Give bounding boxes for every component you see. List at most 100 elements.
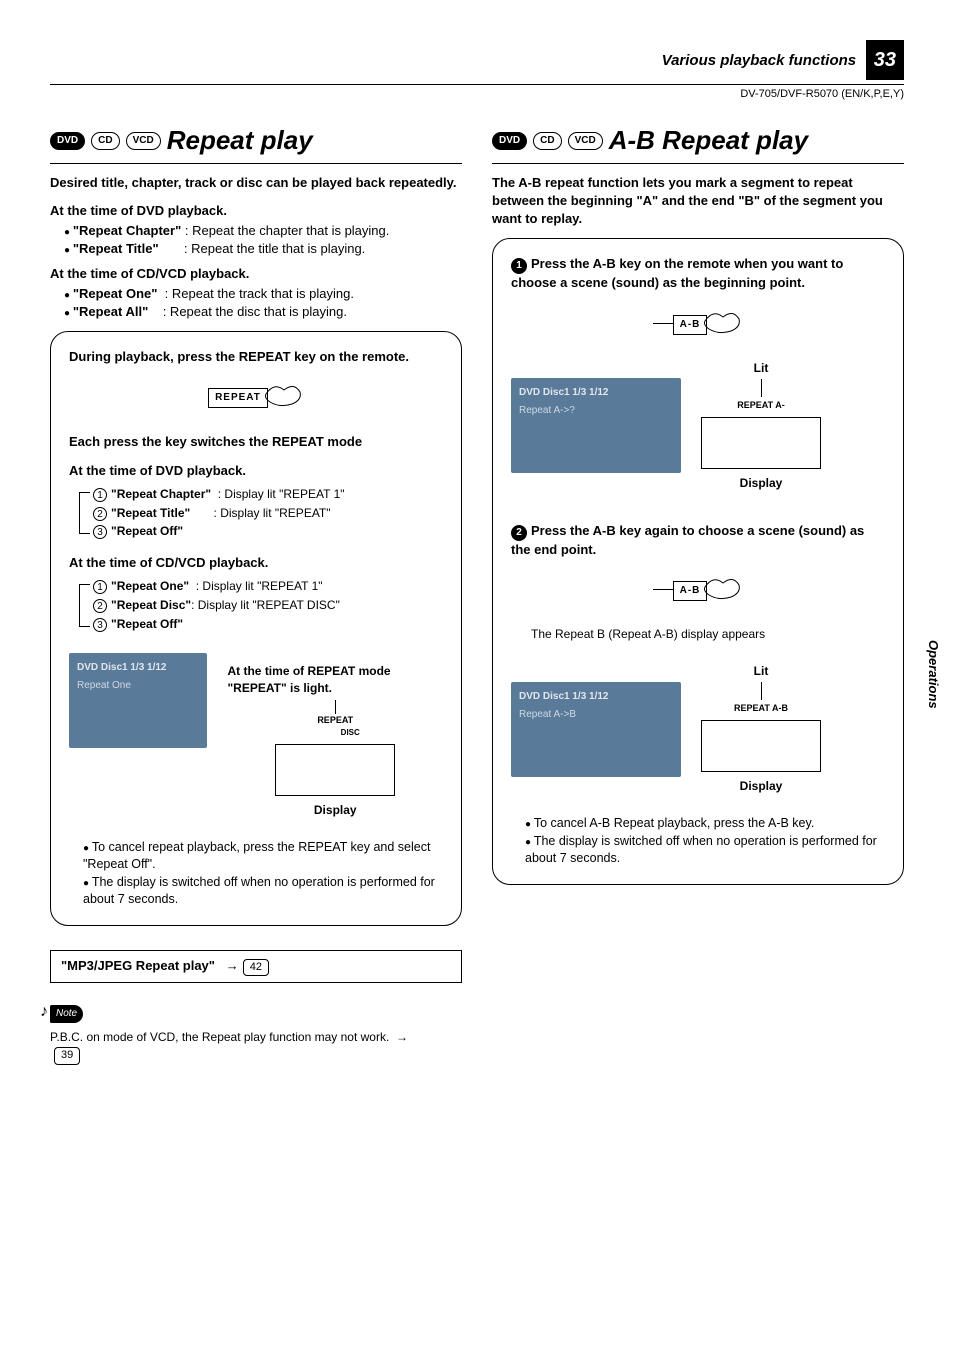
right-notes: To cancel A-B Repeat playback, press the… — [511, 815, 885, 868]
right-column: DVD CD VCD A-B Repeat play The A-B repea… — [492, 122, 904, 1064]
reference-box: "MP3/JPEG Repeat play" →42 — [50, 950, 462, 983]
note-item: To cancel repeat playback, press the REP… — [83, 839, 443, 874]
step2-text: Press the A-B key again to choose a scen… — [511, 523, 864, 557]
display-footer: Display — [701, 475, 821, 492]
display-panel-box — [701, 720, 821, 772]
item-desc: : Repeat the title that is playing. — [184, 241, 365, 256]
mode-row: 2"Repeat Title" : Display lit "REPEAT" — [93, 505, 443, 522]
ab-key-label: A-B — [673, 581, 708, 601]
mode-num: 2 — [93, 507, 107, 521]
mode-desc: : Display lit "REPEAT DISC" — [191, 598, 340, 612]
lit-label: Lit — [701, 360, 821, 377]
repeat-key-illustration: REPEAT — [69, 380, 443, 413]
item-label: "Repeat Chapter" — [73, 223, 181, 238]
badge-vcd: VCD — [126, 132, 161, 150]
mode-desc: : Display lit "REPEAT 1" — [196, 579, 323, 593]
right-intro: The A-B repeat function lets you mark a … — [492, 174, 904, 229]
model-line: DV-705/DVF-R5070 (EN/K,P,E,Y) — [50, 84, 904, 102]
badge-vcd: VCD — [568, 132, 603, 150]
item-label: "Repeat One" — [73, 286, 158, 301]
right-instruction-box: 1Press the A-B key on the remote when yo… — [492, 238, 904, 884]
left-intro: Desired title, chapter, track or disc ca… — [50, 174, 462, 192]
item-desc: : Repeat the chapter that is playing. — [185, 223, 390, 238]
ref-page: 42 — [243, 959, 269, 976]
list-item: "Repeat All" : Repeat the disc that is p… — [64, 303, 462, 321]
mode-label: "Repeat Off" — [111, 617, 183, 631]
list-item: "Repeat Chapter" : Repeat the chapter th… — [64, 222, 462, 240]
mode-desc: : Display lit "REPEAT 1" — [218, 487, 345, 501]
header: Various playback functions 33 — [50, 40, 904, 80]
note-item: The display is switched off when no oper… — [83, 874, 443, 909]
switch-heading: Each press the key switches the REPEAT m… — [69, 433, 443, 451]
note-icon-block: Note — [50, 1003, 462, 1023]
badge-cd: CD — [533, 132, 561, 150]
lit-label: Lit — [701, 663, 821, 680]
left-instruction-box: During playback, press the REPEAT key on… — [50, 331, 462, 926]
osd-line1: DVD Disc1 1/3 1/12 — [77, 661, 199, 675]
mode-num: 1 — [93, 488, 107, 502]
hand-icon — [703, 573, 743, 606]
cd-mode-group: 1"Repeat One" : Display lit "REPEAT 1" 2… — [79, 578, 443, 632]
left-column: DVD CD VCD Repeat play Desired title, ch… — [50, 122, 462, 1064]
badge-dvd: DVD — [492, 132, 527, 150]
dvd-mode-group: 1 "Repeat Chapter" : Display lit "REPEAT … — [79, 486, 443, 540]
mode-label: "Repeat Chapter" — [111, 487, 211, 501]
mode-num: 2 — [93, 599, 107, 613]
screen-display-row: DVD Disc1 1/3 1/12 Repeat One At the tim… — [69, 653, 443, 819]
screen-display-row-1: DVD Disc1 1/3 1/12 Repeat A->? Lit REPEA… — [511, 360, 885, 492]
repeat-key-label: REPEAT — [208, 388, 268, 408]
appears-text: The Repeat B (Repeat A-B) display appear… — [531, 626, 885, 643]
right-title-row: DVD CD VCD A-B Repeat play — [492, 122, 904, 163]
note-page-ref: 39 — [54, 1047, 80, 1064]
note-item: The display is switched off when no oper… — [525, 833, 885, 868]
mode-label: "Repeat One" — [111, 579, 189, 593]
mode-desc: : Display lit "REPEAT" — [214, 506, 331, 520]
display-panel-box — [701, 417, 821, 469]
mode-row: 3 "Repeat Off" — [93, 523, 443, 540]
note-flag: Note — [50, 1005, 83, 1023]
osd-screenshot-2: DVD Disc1 1/3 1/12 Repeat A->B — [511, 682, 681, 777]
step1: 1Press the A-B key on the remote when yo… — [511, 255, 885, 292]
item-desc: : Repeat the disc that is playing. — [163, 304, 347, 319]
right-title: A-B Repeat play — [609, 122, 808, 158]
osd-screenshot: DVD Disc1 1/3 1/12 Repeat One — [69, 653, 207, 748]
dvd-item-list: "Repeat Chapter" : Repeat the chapter th… — [50, 222, 462, 258]
ab-key-illustration-2: A-B — [511, 573, 885, 606]
osd-screenshot-1: DVD Disc1 1/3 1/12 Repeat A->? — [511, 378, 681, 473]
disp-word1: REPEAT — [227, 714, 443, 727]
step1-text: Press the A-B key on the remote when you… — [511, 256, 843, 290]
mode-num: 3 — [93, 525, 107, 539]
disp-word2: DISC — [257, 727, 443, 738]
dvd-mode-sub: At the time of DVD playback. — [69, 462, 443, 480]
cd-mode-sub: At the time of CD/VCD playback. — [69, 554, 443, 572]
step1-num: 1 — [511, 258, 527, 274]
osd-line2: Repeat One — [77, 679, 199, 693]
ab-key-illustration: A-B — [511, 307, 885, 340]
note-text: P.B.C. on mode of VCD, the Repeat play f… — [50, 1029, 430, 1064]
item-label: "Repeat All" — [73, 304, 148, 319]
disp2-text: REPEAT A-B — [701, 702, 821, 715]
step2: 2Press the A-B key again to choose a sce… — [511, 522, 885, 559]
display-diagram-1: Lit REPEAT A- Display — [701, 360, 821, 492]
dvd-heading: At the time of DVD playback. — [50, 202, 462, 220]
mode-num: 3 — [93, 618, 107, 632]
page-number: 33 — [866, 40, 904, 80]
osd-line2: Repeat A->B — [519, 708, 673, 722]
step1-text: During playback, press the REPEAT key on… — [69, 348, 443, 366]
ab-key-label: A-B — [673, 315, 708, 335]
display-panel-box — [275, 744, 395, 796]
screen-display-row-2: DVD Disc1 1/3 1/12 Repeat A->B Lit REPEA… — [511, 663, 885, 795]
hand-icon — [703, 307, 743, 340]
disp1-text: REPEAT A- — [701, 399, 821, 412]
cdvcd-heading: At the time of CD/VCD playback. — [50, 265, 462, 283]
osd-line1: DVD Disc1 1/3 1/12 — [519, 690, 673, 704]
mode-row: 1 "Repeat Chapter" : Display lit "REPEAT … — [93, 486, 443, 503]
note-item: To cancel A-B Repeat playback, press the… — [525, 815, 885, 833]
item-label: "Repeat Title" — [73, 241, 159, 256]
display-diagram: At the time of REPEAT mode "REPEAT" is l… — [227, 653, 443, 819]
hand-icon — [264, 380, 304, 413]
left-title-row: DVD CD VCD Repeat play — [50, 122, 462, 163]
left-title: Repeat play — [167, 122, 313, 158]
osd-line1: DVD Disc1 1/3 1/12 — [519, 386, 673, 400]
mode-label: "Repeat Off" — [111, 524, 183, 538]
